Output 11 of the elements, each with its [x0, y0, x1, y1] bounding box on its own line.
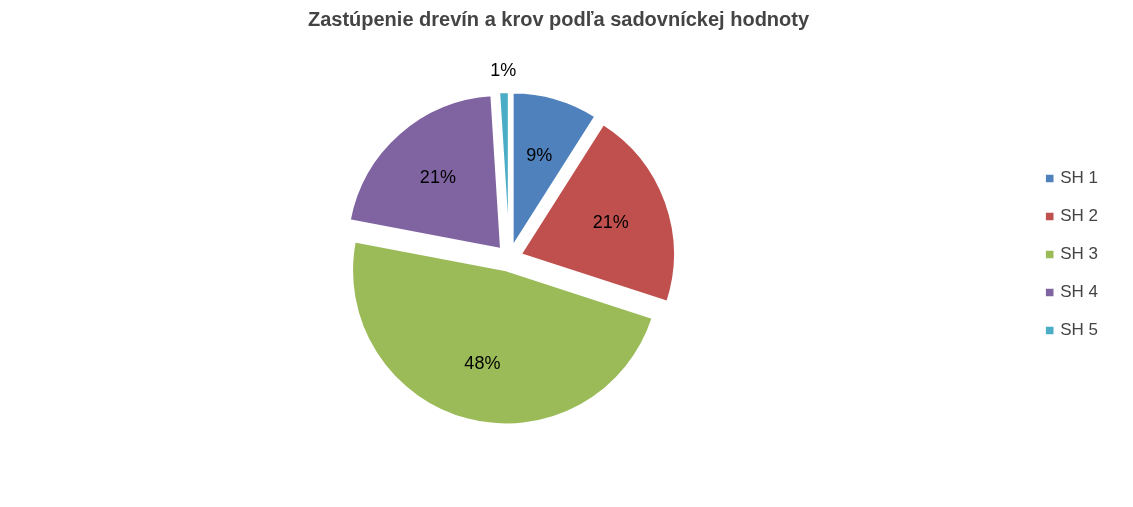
- chart-title: Zastúpenie drevín a krov podľa sadovníckej hodnoty: [307, 7, 810, 30]
- legend-label: SH 5: [1060, 320, 1098, 340]
- legend-label: SH 4: [1060, 282, 1098, 302]
- data-label: 21%: [419, 167, 456, 188]
- data-label: 48%: [464, 353, 501, 374]
- legend-label: SH 1: [1060, 168, 1098, 188]
- data-label: 21%: [592, 211, 629, 232]
- legend-label: SH 2: [1060, 206, 1098, 226]
- legend-label: SH 3: [1060, 244, 1098, 264]
- data-label: 9%: [526, 144, 553, 165]
- data-label: 1%: [490, 60, 517, 81]
